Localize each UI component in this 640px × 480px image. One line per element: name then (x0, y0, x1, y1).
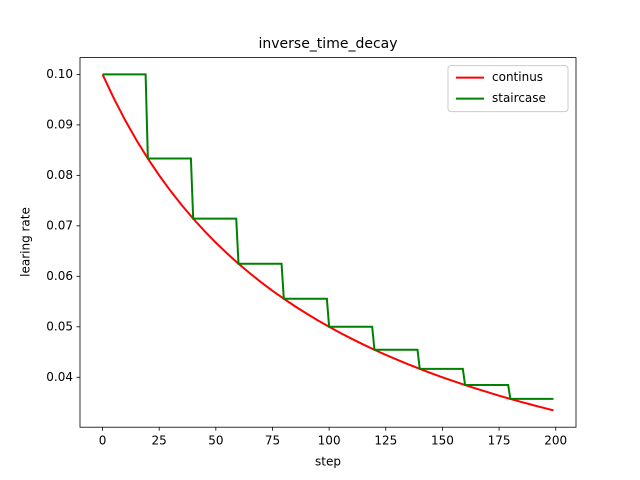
x-tick-label: 50 (208, 434, 223, 448)
y-tick-label: 0.07 (46, 218, 73, 232)
y-tick-label: 0.05 (46, 319, 73, 333)
y-tick-label: 0.09 (46, 117, 73, 131)
x-tick-label: 0 (99, 434, 107, 448)
data-line (101, 73, 554, 412)
x-axis-label: step (315, 455, 341, 469)
legend-label: continus (492, 70, 543, 84)
y-tick-label: 0.06 (46, 269, 73, 283)
x-tick-label: 25 (152, 434, 167, 448)
data-line (102, 73, 554, 400)
y-tick-label: 0.08 (46, 168, 73, 182)
y-tick-label: 0.04 (46, 370, 73, 384)
y-tick-label: 0.10 (46, 67, 73, 81)
x-tick-label: 200 (544, 434, 567, 448)
plot-frame (79, 57, 577, 428)
legend-label: staircase (492, 91, 546, 105)
x-tick-label: 75 (265, 434, 280, 448)
x-tick-label: 125 (374, 434, 397, 448)
y-axis-label: learing rate (19, 207, 33, 277)
x-tick-label: 175 (488, 434, 511, 448)
chart-title: inverse_time_decay (258, 36, 397, 52)
x-tick-label: 100 (318, 434, 341, 448)
x-tick-label: 150 (431, 434, 454, 448)
